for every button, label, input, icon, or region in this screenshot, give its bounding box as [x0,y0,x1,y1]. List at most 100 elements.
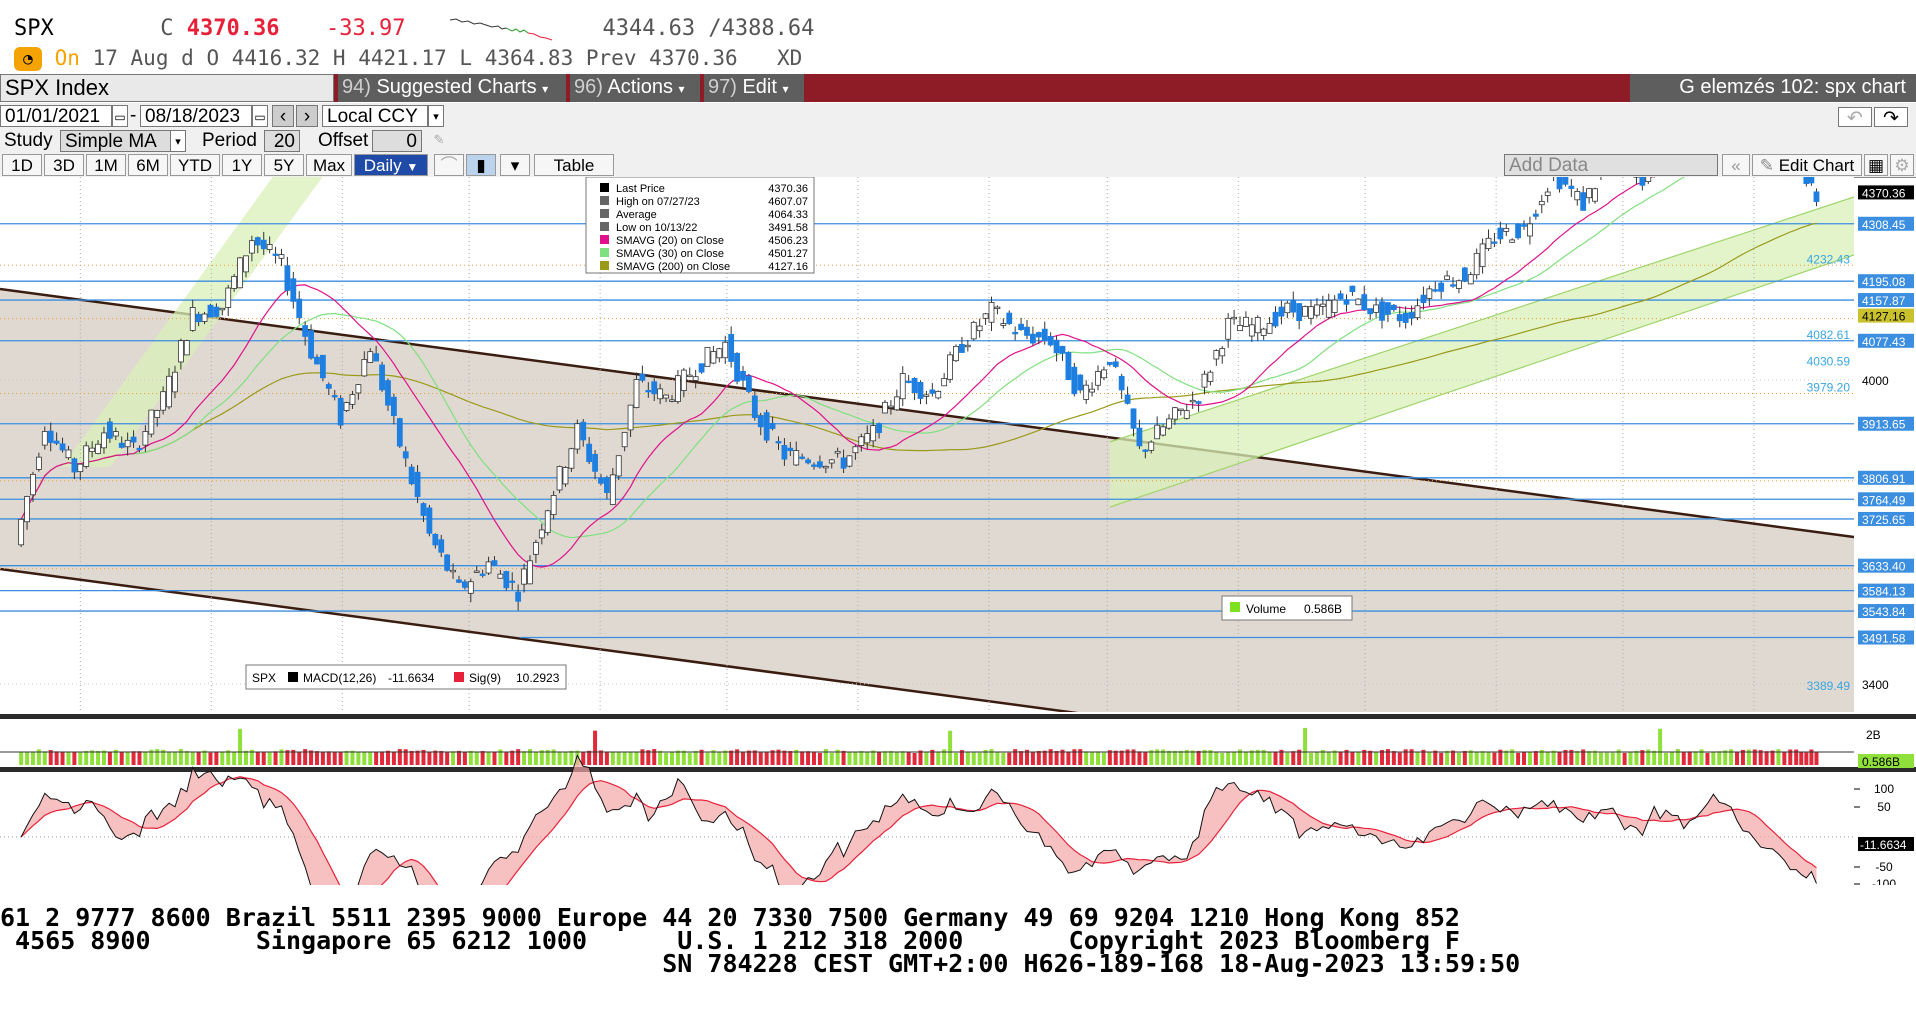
actions-menu[interactable]: 96) Actions ▾ [570,74,700,102]
volume-bar [581,752,586,765]
candle-body [118,442,125,448]
offset-input[interactable]: 0 [372,130,422,152]
legend-swatch [600,209,609,218]
range-ytd-button[interactable]: YTD [170,154,220,176]
volume-bar [1687,751,1692,765]
candle-body [160,391,167,411]
candle-body [1503,227,1510,232]
line-chart-icon[interactable]: ⌒ [434,154,464,176]
candle-body [1053,339,1060,354]
security-field[interactable]: SPX Index [0,74,334,102]
volume-bar [735,749,740,765]
volume-bar [1167,750,1172,765]
redo-button[interactable]: ↷ [1874,107,1908,129]
candle-body [651,381,658,395]
calendar-icon[interactable]: ▭ [112,105,128,127]
range-1y-button[interactable]: 1Y [222,154,262,176]
candle-body [834,450,841,454]
volume-bar [468,750,473,765]
range-6m-button[interactable]: 6M [128,154,168,176]
price-tag-label: 3584.13 [1862,585,1906,599]
range-3d-button[interactable]: 3D [44,154,84,176]
gear-icon[interactable]: ⚙ [1890,154,1914,176]
candle-body [426,507,433,534]
candle-body [893,396,900,411]
add-data-input[interactable]: Add Data [1504,154,1718,176]
candle-body [142,431,149,446]
candle-body [183,340,190,356]
undo-button[interactable]: ↶ [1838,107,1872,129]
chart-settings-icon[interactable]: ▦ [1864,154,1888,176]
study-select[interactable]: Simple MA [60,130,186,152]
volume-bar [385,750,390,765]
price-tag [1858,293,1914,308]
candle-body [722,341,729,359]
candle-body [532,542,539,555]
study-label: Study [4,130,53,151]
candle-body [166,375,172,408]
volume-bar [664,752,669,765]
candle-body [763,412,770,441]
volume-bar [971,752,976,765]
range-5y-button[interactable]: 5Y [264,154,304,176]
volume-bar [646,750,651,765]
volume-bar [1190,750,1195,765]
volume-bar [1504,750,1509,765]
volume-bar [30,751,35,765]
period-input[interactable]: 20 [264,130,300,152]
menu-label: Edit [742,76,777,98]
macd-panel: 100 50 -50 -100 -11.6634 [0,754,1914,885]
table-button[interactable]: Table [534,154,614,176]
volume-bar [587,750,592,765]
range-1d-button[interactable]: 1D [2,154,42,176]
volume-bar [1758,750,1763,765]
volume-bar [510,750,515,765]
ticker-line-2: 4565 8900 Singapore 65 6212 1000 U.S. 1 … [0,926,1460,955]
edit-menu[interactable]: 97) Edit ▾ [704,74,804,102]
frequency-select[interactable]: Daily ▼ [354,154,428,176]
range-1m-button[interactable]: 1M [86,154,126,176]
volume-bar [149,749,154,765]
prev-period-button[interactable]: ‹ [272,105,294,127]
price-tag-label: 4127.16 [1862,310,1906,324]
price-chart[interactable]: 4598.534545.854506.234448.474370.364308.… [0,177,1916,885]
legend-label: Last Price [616,183,665,195]
candle-body [195,313,202,323]
volume-bar [918,750,923,765]
pencil-icon[interactable]: ✎ [434,129,444,148]
candle-body [781,445,788,460]
collapse-icon[interactable]: « [1722,154,1750,176]
range-max-button[interactable]: Max [306,154,352,176]
candle-body [1172,407,1178,420]
volume-bar [1036,751,1041,765]
chevron-down-icon[interactable]: ▾ [428,105,444,127]
volume-bar [888,750,893,765]
chevron-down-icon[interactable]: ▾ [170,130,186,152]
candle-body [982,313,989,319]
volume-bar [776,749,781,765]
candle-chart-icon[interactable]: ▮ [466,154,496,176]
macd-legend-ticker: SPX [252,671,276,685]
candle-body [970,321,977,340]
candle-body [207,304,214,318]
volume-bar [912,752,917,765]
level-texts: 4567.534232.434082.614030.593979.203389.… [1807,252,1851,693]
currency-select[interactable]: Local CCY [322,105,428,127]
calendar-icon[interactable]: ▭ [252,105,268,127]
candle-body [1467,274,1474,285]
volume-bar [1172,750,1177,765]
candle-body [213,306,220,317]
price-tag [1858,492,1914,507]
x-tick-label: Feb [1037,883,1059,885]
edit-chart-button[interactable]: ✎ Edit Chart [1752,154,1862,176]
suggested-charts-menu[interactable]: 94) Suggested Charts ▾ [338,74,566,102]
volume-bar [924,752,929,765]
start-date-field[interactable]: 01/01/2021 [0,105,112,127]
next-period-button[interactable]: › [296,105,318,127]
high-value: 4421.17 [358,46,447,70]
end-date-field[interactable]: 08/18/2023 [140,105,252,127]
legend-label: Low on 10/13/22 [616,222,697,234]
candle-body [1592,188,1598,202]
high-label: H [332,46,346,70]
chevron-down-icon[interactable]: ▾ [500,154,530,176]
